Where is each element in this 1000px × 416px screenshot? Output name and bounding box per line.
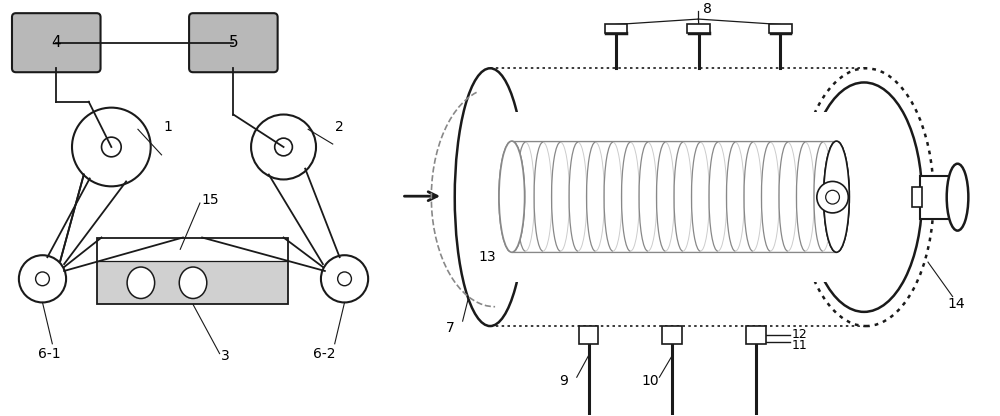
Ellipse shape [499, 141, 525, 252]
Bar [579, 326, 598, 344]
FancyBboxPatch shape [189, 13, 278, 72]
Circle shape [826, 190, 839, 204]
Bar [662, 326, 682, 344]
Ellipse shape [824, 141, 849, 252]
Circle shape [817, 181, 848, 213]
Circle shape [251, 114, 316, 179]
Text: 15: 15 [202, 193, 220, 207]
Ellipse shape [499, 141, 525, 252]
Circle shape [19, 255, 66, 302]
Ellipse shape [179, 267, 207, 299]
Text: 6-1: 6-1 [38, 347, 60, 361]
Text: 3: 3 [221, 349, 229, 363]
Text: 12: 12 [791, 328, 807, 342]
FancyBboxPatch shape [605, 25, 627, 33]
Ellipse shape [947, 164, 968, 230]
Bar [497, 252, 851, 282]
Ellipse shape [824, 141, 849, 252]
Circle shape [36, 272, 49, 286]
Bar [746, 326, 766, 344]
Text: 13: 13 [478, 250, 496, 264]
Bar [97, 238, 288, 261]
Bar [920, 176, 958, 219]
Ellipse shape [127, 267, 155, 299]
Bar [912, 187, 922, 207]
Circle shape [275, 138, 292, 156]
Text: 2: 2 [335, 120, 343, 134]
Ellipse shape [455, 68, 526, 326]
Circle shape [72, 108, 151, 186]
Circle shape [338, 272, 351, 286]
Bar [97, 238, 288, 305]
Text: 7: 7 [446, 321, 455, 335]
Bar [497, 111, 851, 141]
Text: 5: 5 [229, 35, 238, 50]
Text: 14: 14 [948, 297, 965, 312]
Circle shape [102, 137, 121, 157]
Text: 6-2: 6-2 [313, 347, 336, 361]
Bar [512, 141, 836, 252]
FancyBboxPatch shape [12, 13, 101, 72]
Bar [97, 261, 288, 305]
Text: 4: 4 [51, 35, 61, 50]
Ellipse shape [798, 68, 934, 326]
Text: 11: 11 [791, 339, 807, 352]
Text: 10: 10 [642, 374, 659, 388]
Circle shape [321, 255, 368, 302]
Text: 8: 8 [703, 2, 712, 16]
Text: 1: 1 [164, 120, 172, 134]
Text: 9: 9 [559, 374, 568, 388]
FancyBboxPatch shape [769, 25, 792, 33]
Ellipse shape [806, 82, 922, 312]
FancyBboxPatch shape [687, 25, 710, 33]
